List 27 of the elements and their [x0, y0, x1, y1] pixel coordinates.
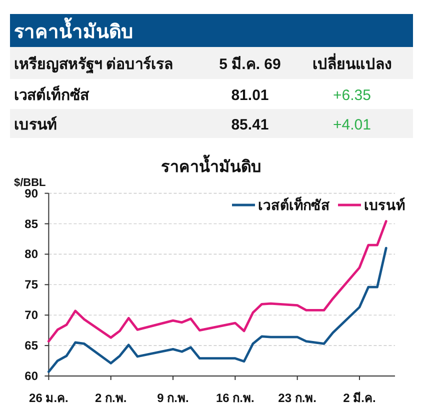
text: ราคาน้ำมันดิบ — [14, 17, 133, 43]
x-tick-label: 9 ก.พ. — [157, 391, 189, 405]
x-tick-label: 2 ก.พ. — [95, 391, 127, 405]
text: เหรียญสหรัฐฯ ต่อบาร์เรล — [14, 55, 174, 74]
x-tick-label: 23 ก.พ. — [278, 391, 317, 405]
y-tick-label: 80 — [24, 247, 38, 262]
x-tick-label: 2 มี.ค. — [343, 391, 376, 405]
text: เปลี่ยนแปลง — [312, 53, 392, 73]
y-tick-label: 70 — [24, 308, 38, 322]
text: +6.35 — [333, 87, 371, 104]
text: เวสต์เท็กซัส — [14, 85, 90, 104]
y-tick-label: 85 — [24, 216, 38, 231]
y-tick-label: 60 — [24, 369, 38, 383]
legend-label: เบรนท์ — [364, 197, 405, 213]
text: 5 มี.ค. 69 — [219, 56, 281, 73]
text: 85.41 — [231, 116, 269, 134]
text: 81.01 — [231, 87, 269, 104]
x-tick-label: 16 ก.พ. — [216, 391, 254, 405]
chart-title: ราคาน้ำมันดิบ — [161, 154, 261, 176]
y-tick-label: 65 — [24, 338, 38, 353]
y-tick-label: 75 — [24, 278, 38, 292]
legend-label: เวสต์เท็กซัส — [258, 196, 330, 213]
x-tick-label: 26 ม.ค. — [29, 391, 68, 405]
text: +4.01 — [333, 116, 371, 134]
y-axis-title: $/BBL — [14, 177, 46, 189]
text: เบรนท์ — [14, 116, 57, 134]
y-tick-label: 90 — [24, 186, 38, 200]
